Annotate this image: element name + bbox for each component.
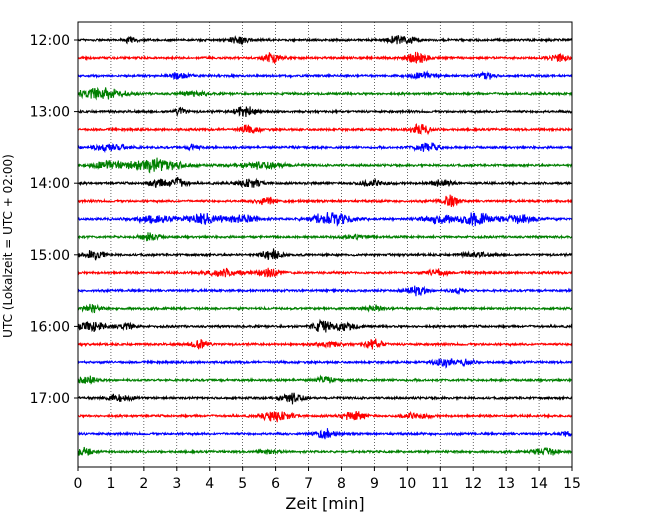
y-tick-label: 14:00 — [30, 176, 70, 192]
trace-1330 — [77, 142, 573, 154]
trace-1645 — [77, 374, 573, 385]
y-tick-label: 13:00 — [30, 105, 70, 121]
trace-1515 — [77, 267, 573, 278]
trace-1415 — [77, 194, 573, 208]
x-tick-label: 0 — [74, 476, 83, 492]
trace-1730 — [77, 428, 573, 440]
x-tick-label: 11 — [431, 476, 449, 492]
x-tick-label: 9 — [370, 476, 379, 492]
trace-1315 — [77, 123, 573, 136]
x-tick-label: 3 — [172, 476, 181, 492]
x-tick-label: 15 — [563, 476, 581, 492]
x-tick-label: 14 — [530, 476, 548, 492]
seismogram-traces — [77, 35, 573, 456]
y-axis-label: UTC (Lokalzeit = UTC + 02:00) — [1, 154, 15, 338]
trace-1600 — [77, 318, 573, 333]
x-tick-label: 2 — [139, 476, 148, 492]
x-tick-label: 4 — [205, 476, 214, 492]
x-tick-label: 1 — [106, 476, 115, 492]
trace-1700 — [77, 392, 573, 405]
x-axis-ticks: 0 1 2 3 4 5 6 7 8 9 10 11 12 13 14 15 — [74, 467, 581, 492]
trace-1200 — [77, 35, 573, 46]
plot-frame — [77, 21, 573, 468]
trace-1230 — [77, 69, 573, 81]
trace-1245 — [77, 86, 573, 101]
x-axis-label: Zeit [min] — [285, 494, 364, 513]
trace-1530 — [77, 285, 573, 297]
y-tick-label: 15:00 — [30, 248, 70, 264]
trace-1630 — [77, 358, 573, 369]
x-tick-label: 5 — [238, 476, 247, 492]
trace-1215 — [77, 51, 573, 64]
x-tick-label: 7 — [304, 476, 313, 492]
trace-1745 — [77, 446, 573, 456]
x-tick-label: 13 — [497, 476, 515, 492]
trace-1445 — [77, 232, 573, 242]
trace-1430 — [77, 212, 573, 227]
vertical-grid — [110, 22, 540, 467]
x-tick-label: 10 — [398, 476, 416, 492]
x-tick-label: 12 — [464, 476, 482, 492]
x-tick-label: 6 — [271, 476, 280, 492]
trace-1400 — [77, 176, 573, 188]
trace-1300 — [77, 106, 573, 118]
trace-1545 — [77, 303, 573, 314]
y-axis-ticks: 12:00 13:00 14:00 15:00 16:00 17:00 — [30, 33, 78, 407]
trace-1615 — [77, 338, 573, 350]
y-tick-label: 16:00 — [30, 319, 70, 335]
x-tick-label: 8 — [337, 476, 346, 492]
y-tick-label: 17:00 — [30, 391, 70, 407]
trace-1715 — [77, 410, 573, 423]
trace-1345 — [77, 157, 573, 174]
trace-1500 — [77, 248, 573, 261]
y-tick-label: 12:00 — [30, 33, 70, 49]
